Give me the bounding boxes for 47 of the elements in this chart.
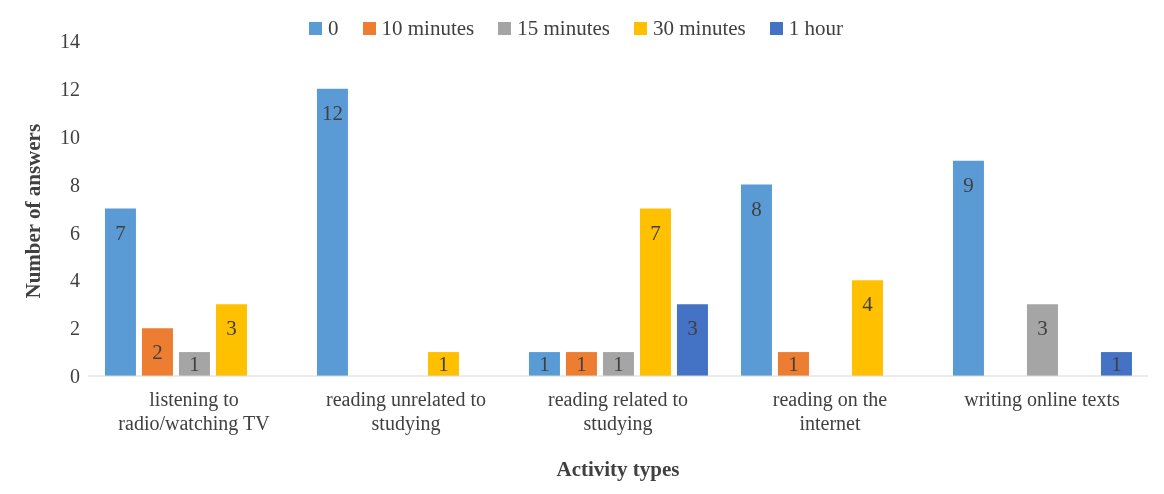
- data-label: 1: [438, 352, 449, 377]
- x-tick-label: reading unrelated to studying: [326, 388, 486, 435]
- data-label: 1: [613, 352, 624, 377]
- x-axis-title: Activity types: [556, 457, 680, 481]
- data-label: 1: [1111, 352, 1122, 377]
- bar: [1026, 304, 1058, 376]
- x-tick-label: listening to radio/watching TV: [118, 388, 271, 435]
- y-axis-title: Number of answers: [21, 123, 46, 299]
- y-tick-label: 14: [60, 30, 80, 53]
- data-label: 12: [321, 100, 343, 125]
- bar: [104, 208, 136, 376]
- y-tick-label: 6: [70, 221, 80, 244]
- x-tick-label: reading on the internet: [772, 388, 888, 434]
- legend-label: 10 minutes: [380, 16, 475, 41]
- data-label: 1: [788, 352, 799, 377]
- bar: [215, 304, 247, 376]
- bar: [639, 208, 671, 376]
- y-tick-label: 0: [70, 365, 80, 388]
- bar: [740, 184, 772, 376]
- legend-label: 15 minutes: [516, 16, 610, 41]
- x-tick-label: writing online texts: [964, 388, 1120, 411]
- data-label: 7: [650, 220, 661, 245]
- data-label: 1: [576, 352, 587, 377]
- data-label: 7: [115, 220, 126, 245]
- data-label: 3: [1037, 316, 1048, 341]
- y-tick-label: 4: [70, 269, 80, 292]
- data-label: 1: [539, 352, 550, 377]
- data-label: 3: [226, 316, 237, 341]
- legend-label: 1 hour: [787, 16, 843, 41]
- legend-label: 0: [327, 16, 339, 41]
- legend-label: 30 minutes: [652, 16, 746, 41]
- data-label: 2: [152, 340, 163, 365]
- data-label: 3: [687, 316, 698, 341]
- data-label: 9: [963, 172, 974, 197]
- y-tick-label: 2: [70, 317, 80, 340]
- data-label: 8: [751, 196, 762, 221]
- y-tick-label: 12: [60, 77, 80, 100]
- data-label: 1: [189, 352, 200, 377]
- bar: [676, 304, 708, 376]
- data-label: 4: [862, 292, 874, 317]
- bar: [851, 280, 883, 376]
- bar: [141, 328, 173, 376]
- x-tick-label: reading related to studying: [548, 388, 688, 435]
- y-tick-label: 8: [70, 173, 80, 196]
- bar: [952, 160, 984, 376]
- bar: [316, 88, 348, 376]
- y-tick-label: 10: [60, 125, 80, 148]
